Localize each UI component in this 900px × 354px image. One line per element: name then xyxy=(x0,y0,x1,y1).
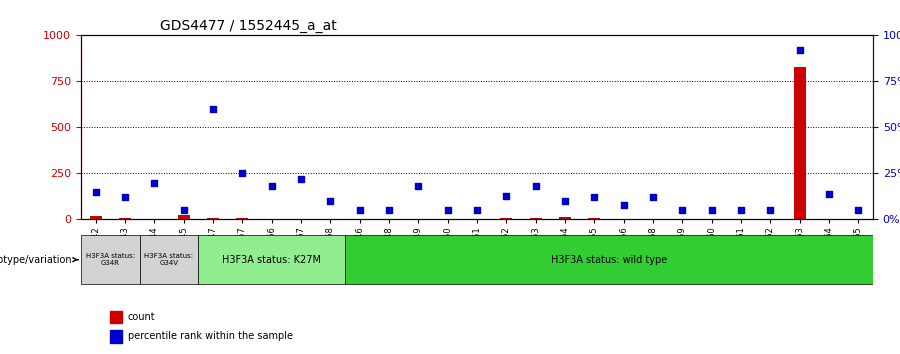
Point xyxy=(793,47,807,53)
Bar xyxy=(824,218,835,219)
Text: H3F3A status: K27M: H3F3A status: K27M xyxy=(222,255,321,265)
Bar xyxy=(266,218,277,219)
Point xyxy=(470,207,484,213)
Point xyxy=(382,207,396,213)
Bar xyxy=(794,67,806,219)
Bar xyxy=(706,218,717,219)
Point xyxy=(851,207,866,213)
Bar xyxy=(383,218,395,219)
Point xyxy=(235,171,249,176)
Point xyxy=(206,106,220,112)
FancyBboxPatch shape xyxy=(140,235,198,284)
Point xyxy=(675,207,689,213)
Point xyxy=(528,183,543,189)
Point xyxy=(558,198,572,204)
Point xyxy=(353,207,367,213)
Point xyxy=(265,183,279,189)
FancyBboxPatch shape xyxy=(345,235,873,284)
Point xyxy=(411,183,426,189)
Point xyxy=(763,207,778,213)
Point xyxy=(705,207,719,213)
Point xyxy=(323,198,338,204)
Point xyxy=(176,207,191,213)
Text: genotype/variation: genotype/variation xyxy=(0,255,77,265)
Text: percentile rank within the sample: percentile rank within the sample xyxy=(128,331,292,341)
Bar xyxy=(735,218,747,219)
Bar xyxy=(354,218,365,219)
Text: H3F3A status:
G34V: H3F3A status: G34V xyxy=(144,253,194,266)
Point xyxy=(147,180,161,185)
Point xyxy=(734,207,748,213)
Bar xyxy=(764,218,776,219)
Bar xyxy=(207,218,219,219)
Text: GDS4477 / 1552445_a_at: GDS4477 / 1552445_a_at xyxy=(160,19,337,33)
Text: count: count xyxy=(128,312,156,322)
Bar xyxy=(647,218,659,219)
Bar xyxy=(90,216,102,219)
Bar xyxy=(442,218,454,219)
Bar xyxy=(559,217,571,219)
Point xyxy=(616,202,631,207)
Bar xyxy=(111,330,122,343)
Bar xyxy=(148,218,160,219)
Bar xyxy=(677,218,688,219)
Bar xyxy=(111,311,122,324)
Bar xyxy=(530,218,542,219)
Point xyxy=(822,191,836,196)
Bar xyxy=(852,218,864,219)
Bar xyxy=(589,218,600,219)
Bar xyxy=(325,218,337,219)
Point xyxy=(587,195,601,200)
Bar xyxy=(178,216,190,219)
Bar xyxy=(412,218,424,219)
FancyBboxPatch shape xyxy=(81,235,140,284)
Text: H3F3A status:
G34R: H3F3A status: G34R xyxy=(86,253,135,266)
Bar xyxy=(500,218,512,219)
Point xyxy=(293,176,308,182)
Text: H3F3A status: wild type: H3F3A status: wild type xyxy=(551,255,667,265)
Bar xyxy=(119,218,130,219)
Point xyxy=(118,195,132,200)
Point xyxy=(500,193,514,198)
Bar xyxy=(617,218,629,219)
FancyBboxPatch shape xyxy=(198,235,345,284)
Bar xyxy=(295,218,307,219)
Point xyxy=(646,195,661,200)
Point xyxy=(440,207,454,213)
Bar xyxy=(471,218,483,219)
Bar xyxy=(237,218,248,219)
Point xyxy=(88,189,103,195)
